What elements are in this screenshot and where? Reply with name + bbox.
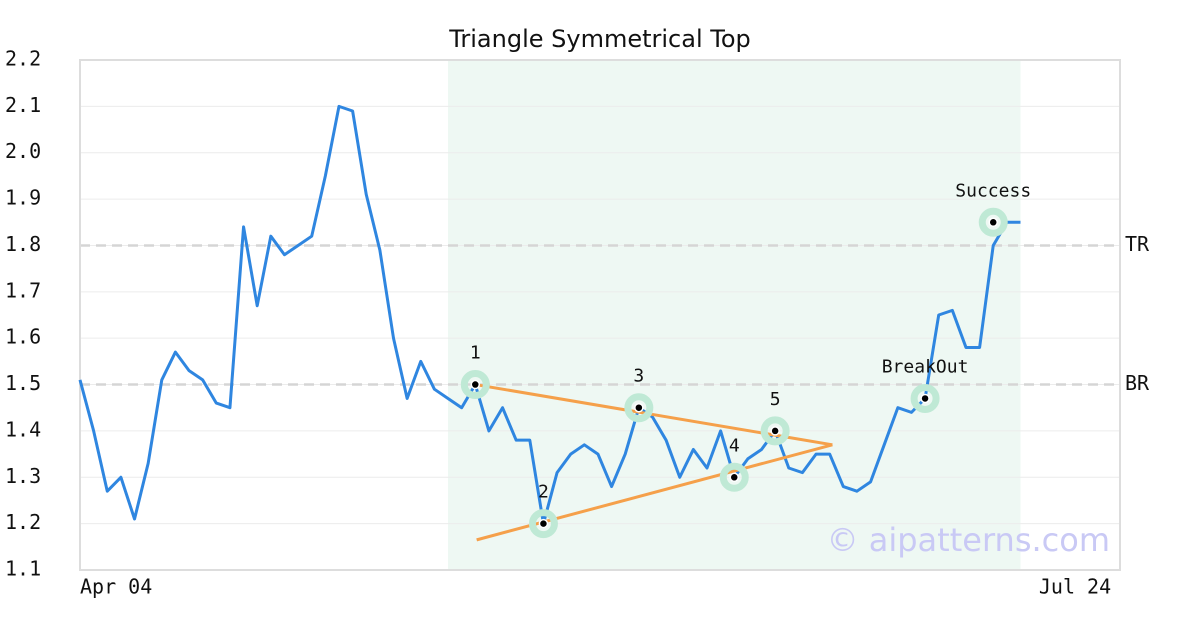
y-tick-label: 1.3 — [5, 464, 41, 488]
point-dot — [729, 472, 740, 483]
point-label: 2 — [538, 482, 549, 503]
y-tick-label: 1.4 — [5, 417, 41, 441]
point-label: 1 — [470, 343, 481, 364]
point-dot — [988, 217, 998, 228]
y-tick-label: 1.6 — [5, 325, 41, 349]
point-halo — [760, 416, 790, 446]
point-halo — [528, 509, 558, 539]
y-tick-label: 1.2 — [5, 510, 41, 534]
y-tick-label: 1.5 — [5, 371, 41, 395]
y-tick-label: 2.2 — [5, 47, 41, 71]
watermark: © aipatterns.com — [827, 521, 1110, 559]
point-halo — [624, 393, 654, 423]
point-dot — [470, 379, 481, 390]
point-label: Success — [955, 180, 1031, 201]
x-tick-label: Apr 04 — [80, 575, 152, 599]
point-label: 3 — [633, 366, 644, 387]
point-dot — [538, 518, 549, 529]
chart-title: Triangle Symmetrical Top — [448, 25, 751, 53]
y-tick-label: 1.9 — [5, 186, 41, 210]
plot-layer: 1.1 1.2 1.3 1.4 1.5 1.6 1.7 1.8 1.9 2.0 2.1 2.2 TR BR… — [5, 47, 1150, 599]
point-dot — [770, 426, 780, 436]
point-label: BreakOut — [882, 356, 969, 377]
plot-frame — [79, 59, 1121, 571]
y-tick-label: 1.8 — [5, 232, 41, 256]
y-tick-label: 1.1 — [5, 557, 41, 581]
point-dot — [920, 393, 930, 404]
pattern-region — [448, 60, 1021, 570]
point-dot — [634, 402, 644, 413]
y-tick-label: 2.0 — [5, 139, 41, 163]
level-label: BR — [1125, 371, 1150, 395]
point-halo — [460, 370, 490, 400]
point-label: 4 — [729, 435, 740, 456]
point-halo — [719, 462, 749, 492]
level-label: TR — [1125, 232, 1150, 256]
point-label: 5 — [770, 389, 781, 410]
y-tick-label: 1.7 — [5, 278, 41, 302]
x-tick-label: Jul 24 — [1039, 575, 1111, 599]
price-line — [78, 104, 1021, 526]
point-halo — [978, 207, 1008, 237]
y-tick-label: 2.1 — [5, 93, 41, 117]
point-halo — [910, 383, 940, 413]
